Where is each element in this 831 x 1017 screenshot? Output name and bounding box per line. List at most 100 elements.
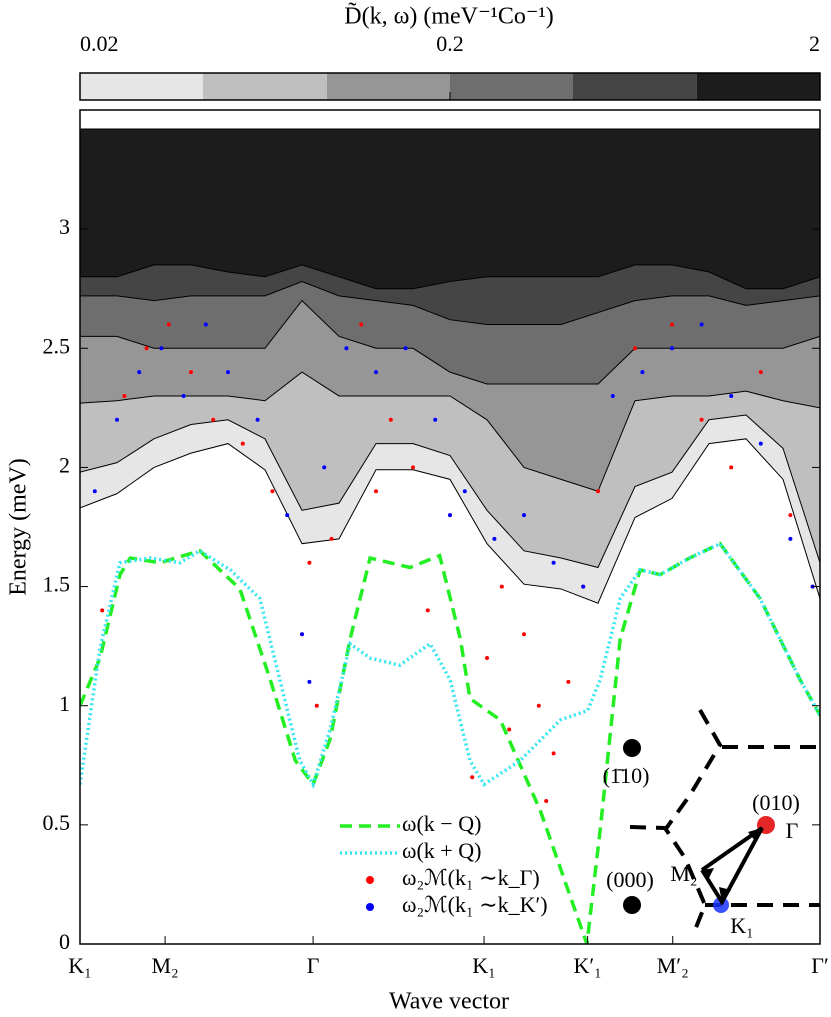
scatter-point	[203, 322, 208, 327]
scatter-point	[758, 441, 763, 446]
arrow	[700, 826, 764, 906]
scatter-point	[189, 370, 193, 375]
x-tick-label: Γ′	[811, 953, 829, 978]
y-tick-label: 2	[59, 452, 70, 477]
y-tick-label: 3	[59, 214, 70, 239]
colorbar-band	[450, 73, 574, 100]
reciprocal-point	[623, 896, 641, 914]
inset-label: (1̄10)	[603, 763, 650, 788]
scatter-point	[581, 584, 586, 589]
legend-label: ω(k + Q)	[402, 838, 481, 863]
scatter-point	[403, 346, 408, 351]
scatter-point	[522, 513, 526, 518]
scatter-point	[640, 370, 645, 375]
scatter-point	[300, 632, 304, 637]
scatter-point	[551, 560, 556, 565]
scatter-point	[166, 322, 171, 327]
legend-label: ω₂ℳ(k₁ ∼k_K′)	[402, 892, 548, 917]
scatter-point	[159, 346, 164, 351]
scatter-point	[240, 441, 245, 446]
line-series	[80, 541, 820, 789]
scatter-point	[270, 489, 275, 494]
colorbar-band	[573, 73, 697, 100]
scatter-point	[285, 513, 290, 518]
scatter-point	[633, 346, 637, 351]
inset-label: (000)	[606, 867, 654, 892]
y-axis-label: Energy (meV)	[6, 458, 32, 596]
scatter-point	[566, 679, 571, 684]
scatter-point	[329, 536, 334, 541]
colorbar-band	[326, 73, 450, 100]
x-tick-label: K′₁	[573, 953, 601, 978]
colorbar-tick-label: 0.2	[436, 31, 464, 56]
scatter-point	[181, 393, 186, 398]
scatter-point	[544, 799, 549, 804]
scatter-point	[448, 513, 452, 518]
scatter-point	[729, 465, 734, 470]
scatter-point	[522, 632, 526, 637]
scatter-point	[699, 322, 704, 327]
x-tick-label: Γ	[307, 953, 320, 978]
scatter-point	[670, 322, 674, 327]
scatter-point	[100, 608, 105, 613]
scatter-point	[596, 489, 600, 494]
scatter-point	[344, 346, 349, 351]
scatter-point	[699, 417, 704, 422]
scatter-point	[322, 465, 327, 470]
reciprocal-point	[623, 739, 641, 757]
inset-label: M₂	[670, 861, 697, 886]
legend-label: ω(k − Q)	[402, 811, 481, 836]
k-cluster	[713, 897, 729, 913]
arrowhead	[702, 828, 762, 902]
scatter-point	[92, 489, 97, 494]
inset-label: (010)	[752, 790, 800, 815]
scatter-point	[425, 608, 430, 613]
scatter-point	[433, 417, 438, 422]
scatter-point	[670, 346, 674, 351]
scatter-point	[307, 560, 312, 565]
colorbar-tick-label: 2	[809, 31, 820, 56]
y-tick-label: 0.5	[43, 810, 71, 835]
colorbar-label: D̃(k, ω) (meV⁻¹Co⁻¹)	[344, 2, 553, 30]
scatter-point	[470, 775, 475, 780]
scatter-point	[507, 727, 512, 732]
y-tick-label: 1	[59, 691, 70, 716]
scatter-point	[485, 656, 489, 661]
scatter-point	[551, 751, 556, 756]
inset-label: Γ	[786, 818, 799, 843]
x-tick-label: M₂	[151, 953, 178, 978]
y-tick-label: 0	[59, 929, 70, 954]
y-tick-label: 2.5	[43, 333, 71, 358]
x-tick-label: K₁	[68, 953, 92, 978]
contour-fill	[80, 128, 820, 290]
scatter-point	[374, 489, 378, 494]
scatter-point	[144, 346, 149, 351]
scatter-point	[729, 393, 734, 398]
inset-label: K₁	[730, 913, 754, 938]
scatter-point	[411, 465, 415, 470]
scatter-point	[499, 584, 504, 589]
scatter-point	[359, 322, 364, 327]
legend-label: ω₂ℳ(k₁ ∼k_Γ)	[402, 865, 540, 890]
x-axis-label: Wave vector	[389, 989, 509, 1015]
colorbar-tick-label: 0.02	[80, 31, 119, 56]
plot-area	[80, 128, 820, 944]
scatter-point	[788, 536, 793, 541]
scatter-point	[255, 417, 260, 422]
scatter-point	[462, 489, 467, 494]
x-tick-label: K₁	[472, 953, 496, 978]
y-tick-label: 1.5	[43, 572, 71, 597]
scatter-point	[374, 370, 378, 375]
colorbar-band	[696, 73, 820, 100]
scatter-point	[788, 513, 793, 518]
scatter-point	[610, 393, 615, 398]
scatter-point	[492, 536, 497, 541]
colorbar-band	[80, 73, 204, 100]
scatter-point	[122, 393, 127, 398]
scatter-point	[307, 679, 312, 684]
legend-marker	[366, 903, 374, 911]
plot-frame	[79, 109, 821, 945]
line-series	[80, 541, 820, 944]
scatter-point	[388, 417, 393, 422]
